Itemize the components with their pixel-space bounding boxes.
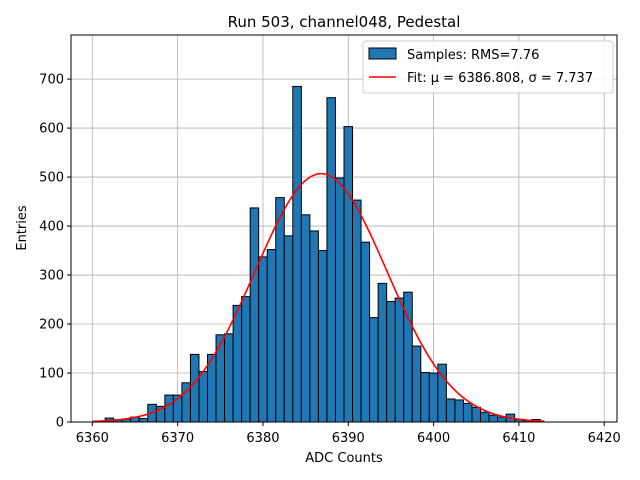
legend-histogram-swatch <box>368 47 397 60</box>
histogram-bar <box>497 416 507 423</box>
x-tick-label: 6370 <box>161 431 194 446</box>
histogram-bar <box>334 177 345 423</box>
histogram-bar <box>480 411 490 423</box>
y-tick-label: 100 <box>39 367 64 382</box>
y-tick-label: 200 <box>39 318 64 333</box>
x-axis-label: ADC Counts <box>305 451 383 466</box>
histogram-bar <box>138 418 149 423</box>
histogram-bar <box>215 334 226 423</box>
histogram-bar <box>249 207 260 423</box>
histogram-bar <box>300 214 311 423</box>
y-tick-label: 700 <box>39 73 64 88</box>
histogram-bar <box>369 317 379 423</box>
histogram-bar <box>454 399 464 423</box>
histogram-bar <box>377 282 388 423</box>
histogram-bar <box>326 97 336 423</box>
y-tick-label: 600 <box>39 122 64 137</box>
histogram-bar <box>275 197 285 423</box>
x-tick-label: 6360 <box>76 431 109 446</box>
y-tick-label: 400 <box>39 220 64 235</box>
legend-histogram-label: Samples: RMS=7.76 <box>407 48 539 63</box>
histogram-bar <box>283 235 294 423</box>
legend-fit-label: Fit: μ = 6386.808, σ = 7.737 <box>407 71 593 86</box>
histogram-bar <box>471 406 481 423</box>
histogram-bar <box>232 304 243 423</box>
histogram-bar <box>411 345 422 423</box>
histogram-bar <box>462 402 473 423</box>
histogram-bar <box>360 241 371 423</box>
histogram-bar <box>488 414 499 423</box>
legend-box <box>362 40 614 94</box>
histogram-bar <box>224 333 234 423</box>
x-tick-label: 6380 <box>246 431 279 446</box>
histogram-bar <box>241 296 251 423</box>
gaussian-fit-curve <box>92 172 545 423</box>
histogram-bar <box>309 230 319 423</box>
plot-frame <box>70 34 618 423</box>
histogram-bar <box>189 353 200 423</box>
histogram-bar <box>292 85 302 423</box>
histogram-bar <box>386 300 396 423</box>
legend: Samples: RMS=7.76 Fit: μ = 6386.808, σ =… <box>362 40 614 94</box>
x-tick-label: 6390 <box>332 431 365 446</box>
y-tick-label: 300 <box>39 269 64 284</box>
histogram-bar <box>164 394 174 423</box>
chart-title: Run 503, channel048, Pedestal <box>228 13 461 31</box>
histogram-bar <box>266 249 277 423</box>
histogram-bar <box>445 398 456 423</box>
histogram-bar <box>343 126 354 423</box>
histogram-bar <box>258 256 268 423</box>
y-tick-label: 500 <box>39 171 64 186</box>
y-tick-label: 0 <box>56 416 64 431</box>
histogram-bar <box>198 371 208 423</box>
histogram-bar <box>428 372 439 423</box>
histogram-bar <box>394 297 405 423</box>
x-tick-label: 6400 <box>417 431 450 446</box>
histogram-bar <box>352 199 362 423</box>
y-axis-label: Entries <box>15 205 30 251</box>
y-axis-ticks: 0 100 200 300 400 500 600 700 <box>39 73 71 431</box>
histogram-bar <box>317 250 328 423</box>
x-tick-label: 6420 <box>588 431 621 446</box>
x-axis-ticks: 6360 6370 6380 6390 6400 6410 6420 <box>76 422 621 446</box>
x-tick-label: 6410 <box>502 431 535 446</box>
histogram-bar <box>420 372 430 423</box>
